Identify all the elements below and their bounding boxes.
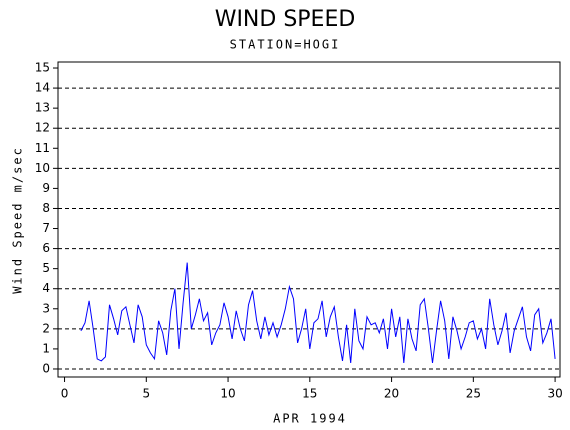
y-tick-label: 14 (35, 81, 50, 95)
chart-title: WIND SPEED (215, 7, 356, 32)
y-tick-label: 11 (35, 141, 50, 155)
y-tick-label: 7 (42, 221, 50, 235)
x-axis-label: APR 1994 (273, 412, 347, 426)
x-tick-label: 15 (302, 387, 317, 401)
x-tick-label: 0 (61, 387, 69, 401)
x-tick-label: 25 (466, 387, 481, 401)
y-tick-label: 9 (42, 181, 50, 195)
y-tick-label: 10 (35, 161, 50, 175)
plot-frame (57, 61, 561, 378)
y-tick-label: 3 (42, 301, 50, 315)
y-tick-label: 12 (35, 121, 50, 135)
y-tick-label: 0 (42, 361, 50, 375)
y-tick-label: 6 (42, 241, 50, 255)
x-tick-label: 10 (220, 387, 235, 401)
y-tick-label: 13 (35, 101, 50, 115)
x-tick-label: 30 (547, 387, 562, 401)
y-axis-label: Wind Speed m/sec (11, 146, 25, 294)
x-tick-label: 5 (142, 387, 150, 401)
x-tick-label: 20 (384, 387, 399, 401)
chart-subtitle: STATION=HOGI (230, 38, 341, 52)
y-tick-label: 8 (42, 201, 50, 215)
y-tick-label: 5 (42, 261, 50, 275)
y-tick-label: 1 (42, 341, 50, 355)
y-tick-label: 2 (42, 321, 50, 335)
y-tick-label: 15 (35, 61, 50, 75)
data-line (80, 262, 556, 364)
y-tick-label: 4 (42, 281, 50, 295)
